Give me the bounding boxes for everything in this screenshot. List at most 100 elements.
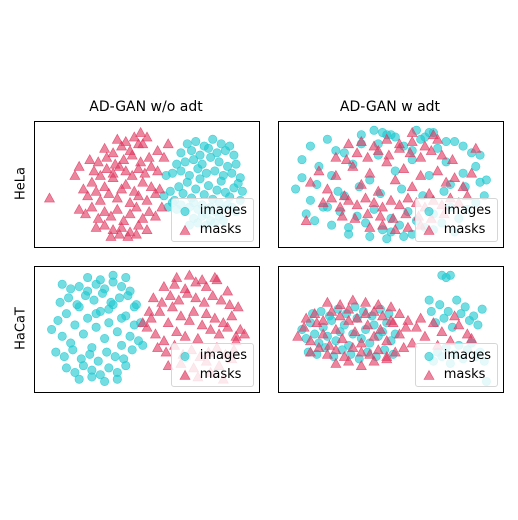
masks-point	[406, 181, 418, 192]
images-point	[365, 231, 375, 241]
masks-point	[107, 147, 119, 158]
masks-point	[152, 165, 164, 176]
masks-point	[107, 167, 119, 178]
images-point	[456, 309, 466, 319]
masks-point	[107, 224, 119, 234]
masks-point	[103, 187, 115, 198]
masks-point	[137, 138, 149, 149]
images-point	[333, 186, 343, 196]
masks-point	[326, 305, 338, 316]
images-point	[180, 157, 190, 167]
masks-point	[362, 208, 374, 219]
images-point	[189, 155, 199, 165]
images-point	[450, 137, 460, 147]
masks-point	[149, 328, 161, 339]
masks-point	[340, 154, 352, 164]
triangle-marker-icon	[423, 369, 435, 380]
images-point	[197, 159, 207, 169]
masks-point	[343, 355, 355, 366]
images-point	[83, 273, 93, 283]
masks-point	[432, 165, 444, 176]
legend-marker	[180, 206, 190, 216]
images-point	[214, 157, 224, 167]
masks-point	[154, 183, 166, 194]
images-point	[218, 170, 228, 180]
images-point	[127, 345, 137, 355]
masks-point	[419, 330, 431, 341]
images-point	[305, 195, 315, 205]
images-point	[102, 347, 112, 357]
legend-marker	[424, 351, 434, 361]
masks-point	[192, 332, 204, 343]
images-point	[112, 374, 122, 384]
masks-point	[355, 346, 367, 357]
images-point	[64, 293, 74, 303]
masks-point	[99, 181, 111, 192]
images-point	[68, 345, 78, 355]
images-point	[441, 137, 451, 147]
masks-point	[436, 149, 448, 160]
legend-marker	[423, 369, 435, 380]
images-point	[206, 152, 216, 162]
images-point	[108, 270, 118, 280]
images-point	[57, 279, 67, 289]
masks-point	[135, 126, 147, 137]
masks-point	[364, 221, 376, 232]
masks-point	[406, 135, 418, 146]
images-point	[471, 161, 481, 171]
masks-point	[300, 312, 312, 323]
images-point	[223, 161, 233, 171]
images-point	[397, 184, 407, 194]
images-point	[172, 159, 182, 169]
masks-point	[360, 296, 372, 307]
masks-point	[105, 210, 117, 221]
masks-point	[347, 294, 359, 305]
masks-point	[304, 335, 316, 346]
masks-point	[205, 323, 217, 334]
scatter-panel-hela-with-adt: images masks	[278, 121, 504, 248]
images-point	[477, 304, 487, 314]
scatter-plot-area	[292, 270, 491, 386]
masks-point	[43, 192, 55, 203]
images-point	[104, 318, 114, 328]
legend: images masks	[414, 343, 498, 387]
masks-point	[360, 192, 372, 203]
masks-point	[171, 271, 183, 282]
masks-point	[317, 314, 329, 325]
circle-marker-icon	[424, 206, 434, 216]
images-point	[191, 184, 201, 194]
masks-point	[330, 169, 342, 180]
masks-point	[109, 158, 121, 169]
masks-point	[326, 192, 338, 203]
masks-point	[166, 301, 178, 312]
images-point	[167, 168, 177, 178]
circle-marker-icon	[180, 206, 190, 216]
masks-point	[415, 169, 427, 180]
images-point	[70, 367, 80, 377]
images-point	[378, 128, 388, 138]
images-point	[100, 376, 110, 386]
masks-point	[427, 317, 439, 328]
masks-point	[120, 165, 132, 176]
masks-point	[300, 215, 312, 225]
scatter-plot-area	[291, 125, 491, 244]
masks-point	[387, 212, 399, 223]
masks-point	[226, 310, 238, 321]
images-point	[458, 168, 468, 178]
masks-point	[133, 190, 145, 201]
images-point	[310, 329, 320, 339]
legend-label: images	[199, 203, 247, 218]
masks-point	[330, 344, 342, 355]
masks-point	[406, 337, 418, 348]
masks-point	[209, 271, 221, 282]
images-point	[165, 186, 175, 196]
masks-point	[90, 221, 102, 232]
images-point	[187, 146, 197, 156]
masks-point	[145, 181, 157, 192]
masks-point	[362, 151, 374, 162]
masks-point	[215, 294, 227, 305]
images-point	[426, 306, 436, 316]
masks-point	[368, 305, 380, 316]
legend-marker	[179, 369, 191, 380]
masks-point	[169, 278, 181, 289]
